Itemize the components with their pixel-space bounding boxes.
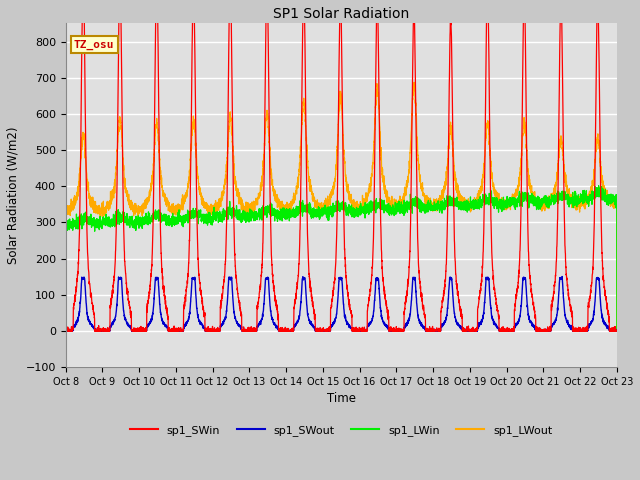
sp1_LWin: [595, 183, 602, 189]
sp1_SWin: [161, 296, 168, 302]
sp1_LWout: [496, 199, 504, 205]
sp1_SWin: [465, 328, 473, 334]
sp1_LWin: [612, 195, 620, 201]
sp1_SWout: [61, 328, 69, 334]
Text: TZ_osu: TZ_osu: [74, 39, 115, 50]
sp1_SWout: [465, 328, 472, 334]
sp1_SWin: [61, 328, 69, 334]
sp1_LWout: [321, 207, 328, 213]
sp1_LWin: [435, 203, 442, 208]
Title: SP1 Solar Radiation: SP1 Solar Radiation: [273, 7, 410, 21]
sp1_LWin: [61, 219, 69, 225]
sp1_SWout: [612, 328, 620, 334]
sp1_LWout: [435, 201, 442, 207]
sp1_LWin: [613, 328, 621, 334]
sp1_SWin: [321, 327, 328, 333]
sp1_SWin: [612, 327, 620, 333]
sp1_LWin: [161, 217, 168, 223]
sp1_LWin: [321, 204, 328, 210]
sp1_LWout: [613, 328, 621, 334]
sp1_SWin: [613, 328, 621, 334]
sp1_SWin: [496, 328, 504, 334]
sp1_LWout: [410, 79, 418, 85]
sp1_SWout: [435, 328, 442, 334]
Line: sp1_LWin: sp1_LWin: [65, 186, 617, 331]
X-axis label: Time: Time: [327, 393, 356, 406]
sp1_SWout: [161, 322, 168, 327]
sp1_LWout: [161, 196, 168, 202]
sp1_LWout: [612, 204, 620, 210]
sp1_LWin: [465, 204, 472, 210]
Y-axis label: Solar Radiation (W/m2): Solar Radiation (W/m2): [7, 127, 20, 264]
sp1_SWout: [613, 327, 621, 333]
sp1_SWout: [496, 328, 504, 334]
sp1_SWout: [321, 328, 328, 334]
Legend: sp1_SWin, sp1_SWout, sp1_LWin, sp1_LWout: sp1_SWin, sp1_SWout, sp1_LWin, sp1_LWout: [125, 421, 557, 441]
sp1_SWin: [435, 327, 442, 333]
Line: sp1_SWin: sp1_SWin: [65, 0, 617, 331]
sp1_SWout: [558, 274, 566, 279]
Line: sp1_SWout: sp1_SWout: [65, 276, 617, 331]
sp1_LWout: [465, 200, 473, 206]
Line: sp1_LWout: sp1_LWout: [65, 82, 617, 331]
sp1_LWout: [61, 207, 69, 213]
sp1_LWin: [496, 204, 504, 209]
